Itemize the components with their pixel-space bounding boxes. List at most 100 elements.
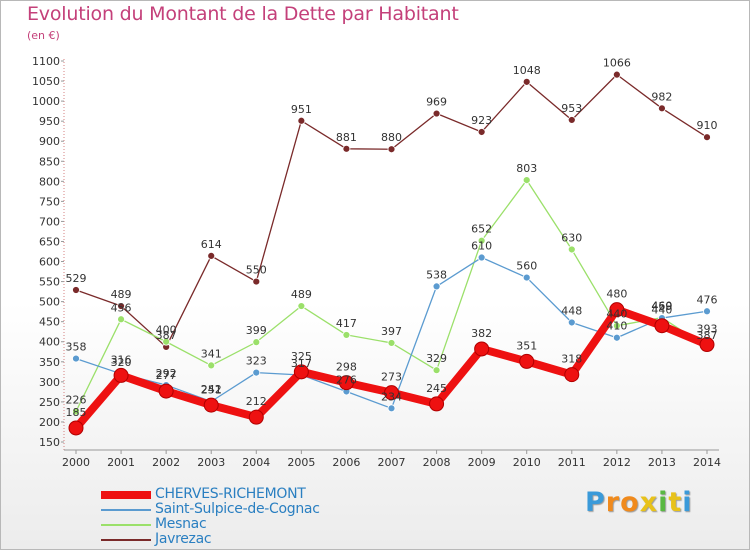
y-tick-label: 800 <box>39 175 60 188</box>
y-tick-label: 500 <box>39 296 60 309</box>
data-label: 460 <box>651 300 672 313</box>
data-label: 440 <box>651 304 672 317</box>
data-label: 399 <box>246 324 267 337</box>
data-label: 397 <box>381 325 402 338</box>
data-label: 630 <box>561 231 582 244</box>
logo-letter: P <box>585 487 606 518</box>
x-tick-label: 2007 <box>378 456 406 469</box>
y-tick-label: 550 <box>39 276 60 289</box>
y-tick-label: 300 <box>39 376 60 389</box>
data-point <box>703 307 711 316</box>
data-label: 251 <box>201 383 222 396</box>
data-label: 550 <box>246 264 267 277</box>
data-label: 448 <box>561 304 582 317</box>
data-label: 1066 <box>603 57 631 70</box>
data-label: 489 <box>291 288 312 301</box>
data-label: 417 <box>336 317 357 330</box>
x-tick-label: 2014 <box>693 456 721 469</box>
data-point <box>567 116 576 124</box>
data-label: 316 <box>111 353 132 366</box>
data-point <box>522 176 531 185</box>
y-tick-label: 850 <box>39 155 60 168</box>
y-tick-label: 1050 <box>32 75 60 88</box>
data-point <box>429 396 445 412</box>
data-point <box>297 116 306 125</box>
data-point <box>432 282 441 291</box>
x-tick-label: 2000 <box>62 456 90 469</box>
data-point <box>387 404 396 413</box>
data-label: 323 <box>246 355 267 368</box>
x-tick-label: 2010 <box>513 456 541 469</box>
data-label: 212 <box>246 395 267 408</box>
data-point <box>703 133 711 142</box>
logo-letter: i <box>682 487 693 518</box>
data-label: 273 <box>381 371 402 384</box>
data-point <box>162 337 171 346</box>
legend-label: Javrezac <box>155 531 212 547</box>
data-label: 245 <box>426 382 447 395</box>
logo-letter: r <box>605 487 621 518</box>
y-tick-label: 900 <box>39 135 60 148</box>
data-label: 610 <box>471 240 492 253</box>
data-label: 400 <box>156 324 177 337</box>
data-point <box>342 331 351 339</box>
data-label: 298 <box>336 361 357 374</box>
data-label: 317 <box>291 357 312 370</box>
x-tick-label: 2012 <box>603 456 631 469</box>
data-point <box>474 341 490 357</box>
data-label: 951 <box>291 103 312 116</box>
data-point <box>72 354 80 363</box>
data-point <box>519 353 535 369</box>
data-label: 803 <box>516 162 537 175</box>
legend-label: Mesnac <box>155 516 207 532</box>
data-point <box>522 77 531 86</box>
data-label: 440 <box>606 308 627 321</box>
data-point <box>567 318 576 327</box>
y-tick-label: 150 <box>39 436 60 449</box>
data-label: 277 <box>156 369 177 382</box>
data-label: 276 <box>336 373 357 386</box>
data-point <box>113 367 129 383</box>
data-point <box>567 245 576 254</box>
data-label: 234 <box>381 390 402 403</box>
data-labels-layer: 529 489 387 614 550 951 881 880 969 923 1048 953 106… <box>66 57 718 419</box>
data-label: 529 <box>66 272 87 285</box>
data-label: 652 <box>471 223 492 236</box>
data-point <box>612 70 621 79</box>
data-point <box>477 128 486 136</box>
data-label: 560 <box>516 260 537 273</box>
x-tick-label: 2011 <box>558 456 586 469</box>
data-label: 456 <box>111 301 132 314</box>
data-label: 982 <box>651 90 672 103</box>
y-tick-label: 350 <box>39 356 60 369</box>
data-point <box>564 367 580 383</box>
series-layer <box>68 70 715 436</box>
legend-label: CHERVES-RICHEMONT <box>155 486 306 502</box>
data-point <box>117 315 125 324</box>
data-point <box>609 302 625 318</box>
data-label: 318 <box>561 353 582 366</box>
x-tick-label: 2013 <box>648 456 676 469</box>
legend-swatch <box>101 539 151 541</box>
data-label: 489 <box>111 288 132 301</box>
data-point <box>387 339 396 347</box>
data-point <box>293 364 309 380</box>
data-label: 881 <box>336 131 357 144</box>
logo-letter: o <box>620 487 640 518</box>
data-point <box>117 302 125 310</box>
y-tick-label: 650 <box>39 235 60 248</box>
y-tick-label: 950 <box>39 115 60 128</box>
y-tick-label: 450 <box>39 316 60 329</box>
data-label: 387 <box>156 329 177 342</box>
data-point <box>207 252 216 260</box>
data-label: 393 <box>697 323 718 336</box>
data-label: 325 <box>291 350 312 363</box>
data-label: 480 <box>606 288 627 301</box>
data-point <box>477 253 486 262</box>
data-label: 341 <box>201 347 222 360</box>
x-tick-label: 2005 <box>287 456 315 469</box>
legend-swatch <box>101 491 151 499</box>
unit-label: (en €) <box>27 29 60 42</box>
